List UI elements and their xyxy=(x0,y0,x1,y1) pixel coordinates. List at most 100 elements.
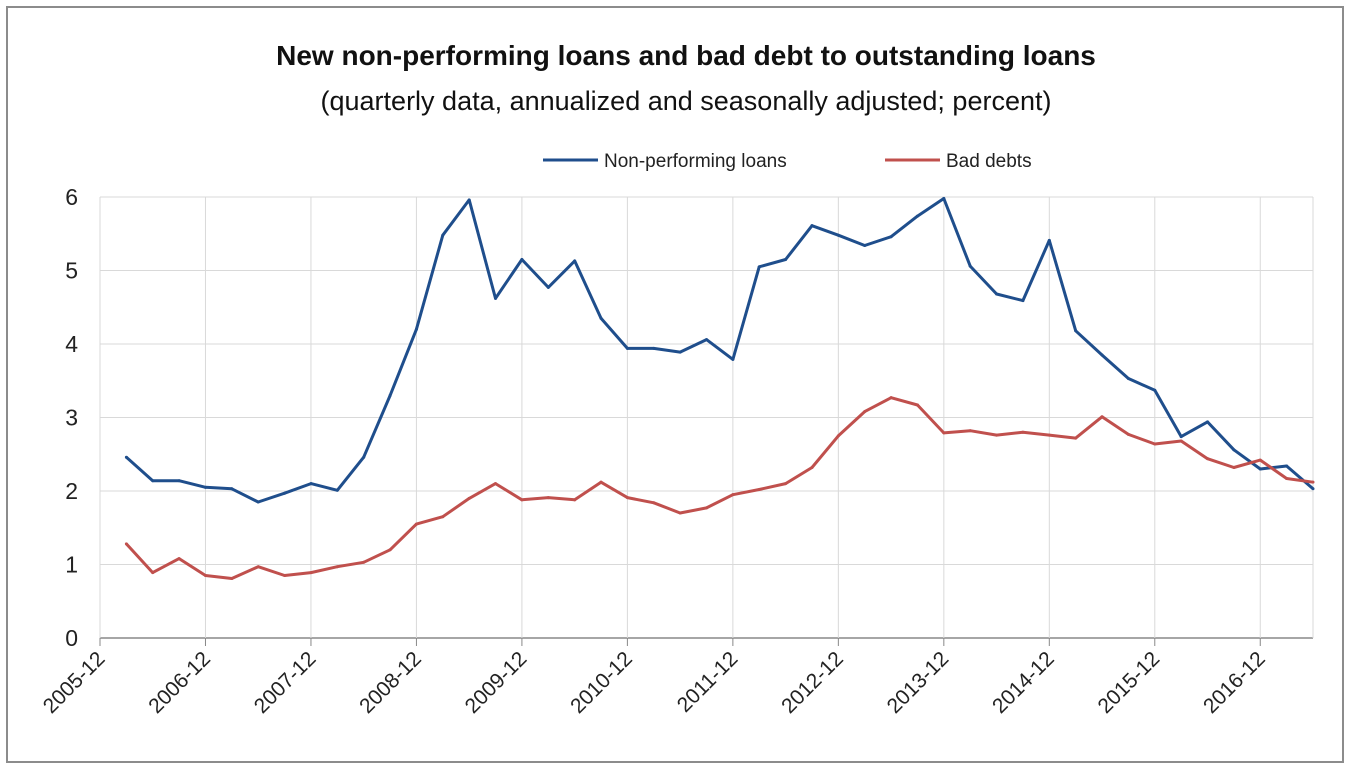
data-point xyxy=(599,316,603,320)
data-point xyxy=(388,393,392,397)
data-point xyxy=(1179,439,1183,443)
chart-title: New non-performing loans and bad debt to… xyxy=(276,40,1096,71)
x-tick-label: 2016-12 xyxy=(1199,647,1270,718)
data-point xyxy=(230,576,234,580)
data-point xyxy=(177,557,181,561)
y-tick-label: 4 xyxy=(65,331,78,357)
data-point xyxy=(203,485,207,489)
data-point xyxy=(784,482,788,486)
data-point xyxy=(151,479,155,483)
data-point xyxy=(335,565,339,569)
data-point xyxy=(1258,458,1262,462)
data-point xyxy=(546,285,550,289)
data-point xyxy=(335,488,339,492)
data-point xyxy=(705,506,708,510)
data-point xyxy=(388,548,392,552)
data-point xyxy=(731,357,735,361)
x-tick-label: 2010-12 xyxy=(566,647,637,718)
data-point xyxy=(889,396,893,400)
data-point xyxy=(309,571,313,575)
data-point xyxy=(1100,353,1104,357)
data-point xyxy=(494,296,498,300)
data-point xyxy=(1074,329,1078,333)
data-point xyxy=(1311,480,1315,484)
data-point xyxy=(467,496,471,500)
data-point xyxy=(441,233,445,237)
data-point xyxy=(1126,377,1130,381)
data-point xyxy=(599,480,603,484)
data-point xyxy=(1206,420,1210,424)
data-point xyxy=(731,493,735,497)
y-tick-label: 2 xyxy=(65,478,78,504)
data-point xyxy=(256,500,260,504)
data-point xyxy=(625,496,629,500)
data-point xyxy=(1100,415,1104,419)
data-point xyxy=(467,198,471,202)
data-point xyxy=(1126,432,1130,436)
data-point xyxy=(652,501,656,505)
x-tick-label: 2009-12 xyxy=(461,647,532,718)
data-point xyxy=(494,482,498,486)
data-point xyxy=(863,410,867,414)
y-tick-label: 0 xyxy=(65,625,78,651)
data-point xyxy=(573,498,577,502)
data-point xyxy=(124,542,128,546)
data-point xyxy=(124,455,128,459)
y-tick-label: 1 xyxy=(65,552,78,578)
data-point xyxy=(942,431,946,435)
data-point xyxy=(1153,442,1157,446)
data-point xyxy=(1232,448,1236,452)
y-tick-label: 3 xyxy=(65,405,78,431)
x-tick-label: 2012-12 xyxy=(777,647,848,718)
data-point xyxy=(1232,465,1236,469)
data-point xyxy=(784,257,788,261)
x-tick-label: 2005-12 xyxy=(39,647,110,718)
data-point xyxy=(1258,467,1262,471)
legend-label: Bad debts xyxy=(946,151,1032,172)
series-line-non-performing-loans xyxy=(125,197,1314,504)
data-point xyxy=(414,522,418,526)
chart-subtitle: (quarterly data, annualized and seasonal… xyxy=(320,86,1052,116)
data-point xyxy=(520,498,524,502)
data-point xyxy=(151,571,155,575)
data-point xyxy=(968,264,972,268)
data-point xyxy=(942,196,946,200)
data-point xyxy=(177,479,181,483)
data-point xyxy=(362,455,366,459)
data-point xyxy=(836,434,840,438)
data-point xyxy=(1179,435,1183,439)
data-point xyxy=(230,487,234,491)
data-point xyxy=(283,491,287,495)
data-point xyxy=(915,403,919,407)
data-point xyxy=(889,235,893,239)
y-tick-label: 6 xyxy=(65,184,78,210)
data-point xyxy=(915,214,919,218)
y-tick-label: 5 xyxy=(65,258,78,284)
data-point xyxy=(810,465,814,469)
data-point xyxy=(1021,299,1025,303)
data-point xyxy=(1074,436,1078,440)
data-point xyxy=(1206,457,1210,461)
data-point xyxy=(625,346,629,350)
x-tick-label: 2015-12 xyxy=(1094,647,1165,718)
x-tick-label: 2007-12 xyxy=(250,647,321,718)
x-tick-label: 2008-12 xyxy=(355,647,426,718)
data-point xyxy=(1311,487,1315,491)
data-point xyxy=(309,482,313,486)
data-point xyxy=(573,259,577,263)
data-point xyxy=(1285,477,1289,481)
data-point xyxy=(836,233,840,237)
data-point xyxy=(546,496,550,500)
series-line-bad-debts xyxy=(125,396,1314,580)
data-point xyxy=(256,565,260,569)
x-tick-label: 2006-12 xyxy=(144,647,215,718)
data-point xyxy=(995,433,999,437)
data-point xyxy=(757,265,761,269)
data-point xyxy=(1021,430,1025,434)
data-point xyxy=(1285,464,1289,468)
data-point xyxy=(283,574,287,578)
data-point xyxy=(995,292,999,296)
data-point xyxy=(1153,388,1157,392)
data-point xyxy=(863,244,867,248)
